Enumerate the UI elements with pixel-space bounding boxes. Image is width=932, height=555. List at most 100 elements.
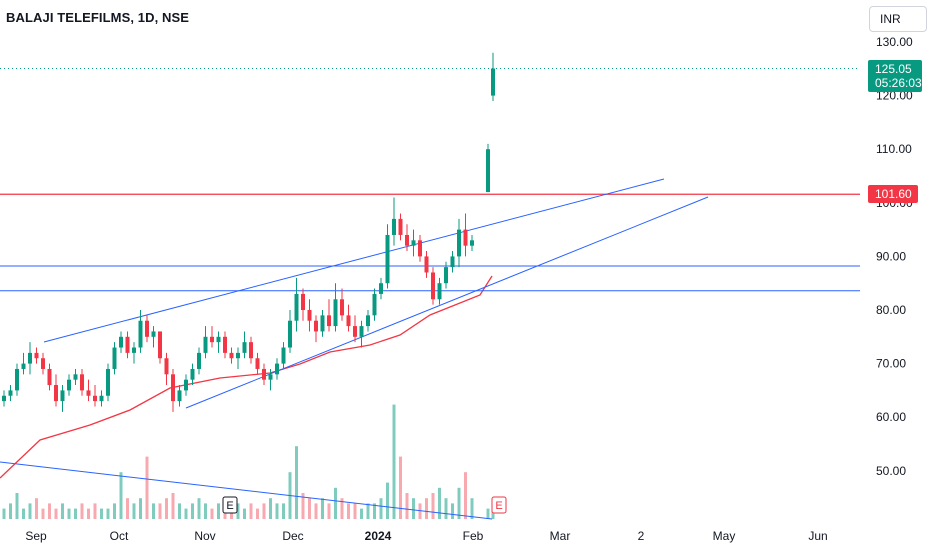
candle-body <box>491 68 495 96</box>
earnings-event-label: E <box>226 500 233 512</box>
y-tick-label: 50.00 <box>876 464 906 478</box>
x-tick-label: Mar <box>550 529 571 543</box>
y-tick-label: 70.00 <box>876 357 906 371</box>
candle-body <box>54 385 58 402</box>
volume-bar <box>399 456 402 519</box>
volume-bar <box>15 493 19 519</box>
candle-body <box>119 336 123 348</box>
earnings-event-label: E <box>495 500 502 512</box>
chart-title: BALAJI TELEFILMS, 1D, NSE <box>6 10 190 25</box>
last-price-tag: 125.05 05:26:03 <box>868 60 922 92</box>
candle-body <box>255 358 260 369</box>
volume-bar <box>282 503 285 519</box>
candle-body <box>216 336 221 343</box>
volume-bar <box>100 508 103 519</box>
trendline[interactable] <box>43 178 665 343</box>
x-tick-label: Feb <box>463 529 484 543</box>
candle-body <box>28 352 32 364</box>
volume-bar <box>93 503 97 519</box>
candle-body <box>385 234 390 284</box>
volume-bar <box>366 503 370 519</box>
trendline[interactable] <box>0 461 493 520</box>
candle-body <box>405 234 409 246</box>
candle-body <box>47 368 52 386</box>
volume-bar <box>470 498 474 519</box>
volume-bar <box>158 503 162 519</box>
candle-body <box>236 352 240 359</box>
earnings-event-marker[interactable] <box>222 496 238 514</box>
candle-body <box>184 379 188 391</box>
volume-bar <box>74 508 77 519</box>
volume-bar <box>22 508 25 519</box>
candle-body <box>320 315 325 332</box>
candle-body <box>398 218 403 235</box>
y-tick-label: 110.00 <box>876 142 912 156</box>
volume-bar <box>243 508 246 519</box>
candle-body <box>353 326 357 337</box>
volume-bar <box>262 503 266 519</box>
candle-body <box>450 256 455 268</box>
candle-body <box>190 368 195 380</box>
volume-bar <box>464 472 467 519</box>
candle-body <box>275 363 279 375</box>
candle-body <box>444 267 448 284</box>
x-tick-label: May <box>713 529 736 543</box>
earnings-event-marker[interactable] <box>491 496 507 514</box>
candle-body <box>203 336 208 353</box>
volume-bar <box>61 503 64 519</box>
candle-body <box>372 293 377 316</box>
volume-bar <box>191 503 194 519</box>
x-tick-label: 2024 <box>365 529 392 543</box>
volume-bar <box>35 498 38 519</box>
volume-bar <box>444 498 448 519</box>
candle-body <box>437 283 442 300</box>
candle-body <box>138 320 143 348</box>
volume-bar <box>314 503 318 519</box>
volume-bar <box>353 503 357 519</box>
candle-body <box>145 320 149 337</box>
currency-selector[interactable]: INR <box>869 6 927 32</box>
volume-bar <box>139 498 142 519</box>
candle-body <box>424 256 429 273</box>
volume-bar <box>152 503 155 519</box>
volume-bar <box>275 503 279 519</box>
volume-bar <box>451 503 454 519</box>
candle-body <box>411 240 416 246</box>
candle-body <box>268 374 273 380</box>
candle-body <box>288 320 292 348</box>
candle-body <box>21 363 26 369</box>
candle-body <box>15 368 19 391</box>
volume-bar <box>48 503 51 519</box>
candle-body <box>340 299 344 316</box>
volume-bar <box>165 498 168 519</box>
candle-body <box>418 240 422 257</box>
candle-body <box>379 283 383 294</box>
y-tick-label: 120.00 <box>876 89 913 103</box>
candle-body <box>67 379 71 391</box>
volume-bar <box>386 482 389 519</box>
candle-body <box>242 342 247 353</box>
candle-body <box>333 299 338 327</box>
y-tick-label: 80.00 <box>876 303 906 317</box>
trendline[interactable] <box>185 196 709 409</box>
candle-body <box>86 390 91 396</box>
volume-bar <box>171 493 175 519</box>
horizontal-level-tag: 101.60 <box>868 185 918 203</box>
volume-bar <box>132 503 136 519</box>
candle-body <box>346 315 351 327</box>
candle-body <box>60 390 65 402</box>
volume-bar <box>379 498 383 519</box>
candle-body <box>249 342 253 359</box>
candle-body <box>164 358 169 375</box>
x-tick-label: Oct <box>110 529 129 543</box>
candle-body <box>2 395 6 402</box>
candle-body <box>431 272 435 300</box>
volume-bar <box>28 503 32 519</box>
volume-bar <box>230 508 233 519</box>
volume-bar <box>210 508 214 519</box>
volume-bar <box>347 503 350 519</box>
volume-bar <box>334 487 337 519</box>
candle-body <box>34 352 39 359</box>
